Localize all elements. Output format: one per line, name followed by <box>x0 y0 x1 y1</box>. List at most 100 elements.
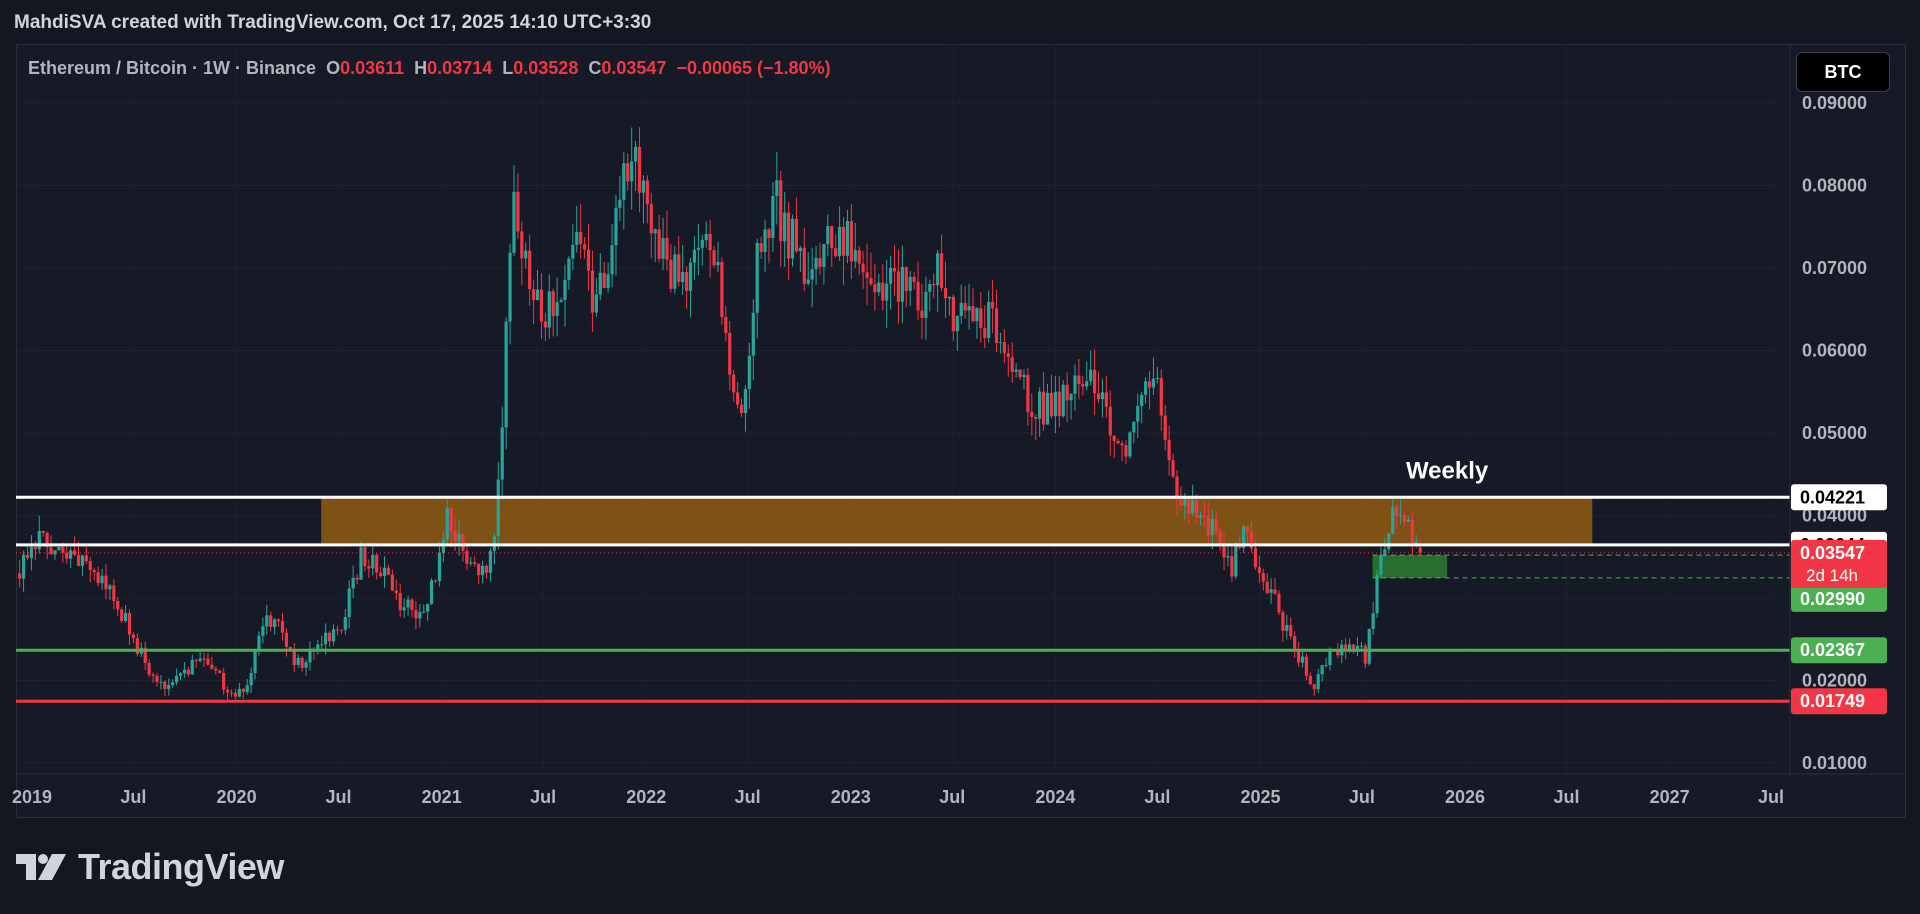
candle <box>178 671 183 681</box>
candle <box>743 385 748 432</box>
candle <box>920 283 924 340</box>
candle <box>422 604 426 614</box>
candle <box>1006 344 1010 378</box>
candle <box>445 500 449 544</box>
candle <box>351 565 355 598</box>
candle <box>669 244 673 293</box>
candle-body <box>1371 613 1375 629</box>
candle <box>159 675 163 690</box>
tradingview-logo[interactable]: TradingView <box>16 846 284 888</box>
candle <box>853 222 857 269</box>
level-price-label-bg <box>1791 637 1887 664</box>
candle <box>951 294 955 341</box>
candle-body <box>288 646 292 650</box>
candle <box>539 273 544 340</box>
candle <box>1222 532 1226 571</box>
candle <box>692 236 697 281</box>
candle-body <box>37 531 41 550</box>
candle <box>947 296 952 316</box>
candle-body <box>1026 374 1030 412</box>
candle-body <box>69 550 73 559</box>
candle <box>214 665 218 675</box>
symbol-legend[interactable]: Ethereum / Bitcoin · 1W · Binance O0.036… <box>28 58 831 79</box>
candle-body <box>1143 381 1148 395</box>
candle <box>1285 614 1289 640</box>
price-axis: 0.09000 0.08000 0.07000 0.06000 0.05000 0.040… <box>1789 44 1867 774</box>
candle <box>547 274 551 339</box>
candle <box>1257 555 1261 583</box>
candle-body <box>1159 378 1163 416</box>
candle-body <box>716 261 720 266</box>
candle <box>116 596 120 617</box>
candle-body <box>194 659 198 661</box>
candle-body <box>261 626 265 636</box>
candle <box>1363 643 1367 669</box>
candle-body <box>975 308 979 322</box>
close-value: 0.03547 <box>601 58 667 78</box>
candle <box>590 250 595 332</box>
x-tick-label: 2019 <box>12 787 52 807</box>
candle-body <box>814 257 818 270</box>
candle-body <box>29 547 34 558</box>
candle <box>225 686 230 701</box>
high-label: H <box>414 58 428 78</box>
candle <box>398 583 402 617</box>
x-tick-label: 2023 <box>831 787 871 807</box>
candle-body <box>763 229 767 252</box>
candle-body <box>1132 421 1136 433</box>
candle <box>786 201 791 281</box>
candle-body <box>963 303 967 311</box>
candle-body <box>484 565 489 573</box>
candle-body <box>437 552 442 582</box>
candle-body <box>1363 645 1367 664</box>
candle <box>406 595 410 616</box>
candle-body <box>316 644 320 651</box>
candle <box>433 579 438 584</box>
x-tick-label: Jul <box>326 787 352 807</box>
candle-body <box>206 658 210 665</box>
candle-body <box>979 308 983 328</box>
candle <box>65 545 69 564</box>
candle <box>728 321 732 391</box>
x-tick-label: Jul <box>1144 787 1170 807</box>
candle-body <box>924 291 928 318</box>
x-tick-label: 2022 <box>626 787 666 807</box>
candle-body <box>614 207 618 246</box>
candle-body <box>280 621 285 633</box>
chart-panel[interactable] <box>16 44 1906 818</box>
candle-body <box>720 261 724 318</box>
candle <box>429 578 434 606</box>
candle <box>1034 414 1038 440</box>
candle-body <box>359 547 363 580</box>
candle-body <box>1100 392 1105 400</box>
candle-body <box>241 688 245 693</box>
candle <box>1077 358 1081 400</box>
candle <box>355 574 359 585</box>
candle <box>484 564 489 579</box>
candle <box>641 175 646 224</box>
candle <box>767 227 771 264</box>
candle <box>1002 329 1006 364</box>
candle <box>1155 367 1159 384</box>
candle <box>783 191 787 267</box>
candle <box>555 277 559 337</box>
candle <box>1300 648 1305 668</box>
candle <box>688 257 693 318</box>
candle <box>924 276 928 341</box>
candle-body <box>618 199 622 208</box>
candle-body <box>1249 531 1254 549</box>
y-tick-label: 0.09000 <box>1802 93 1867 113</box>
candle <box>1147 371 1152 410</box>
candle-body <box>57 546 61 551</box>
candle-body <box>296 657 300 666</box>
candle-body <box>237 688 241 697</box>
candle-body <box>994 308 999 344</box>
candle-body <box>810 269 814 280</box>
candle-body <box>1214 519 1218 532</box>
candle-body <box>728 332 732 375</box>
candle <box>123 605 128 623</box>
currency-button[interactable]: BTC <box>1796 52 1890 92</box>
candle <box>320 635 324 649</box>
candle <box>1395 504 1399 530</box>
